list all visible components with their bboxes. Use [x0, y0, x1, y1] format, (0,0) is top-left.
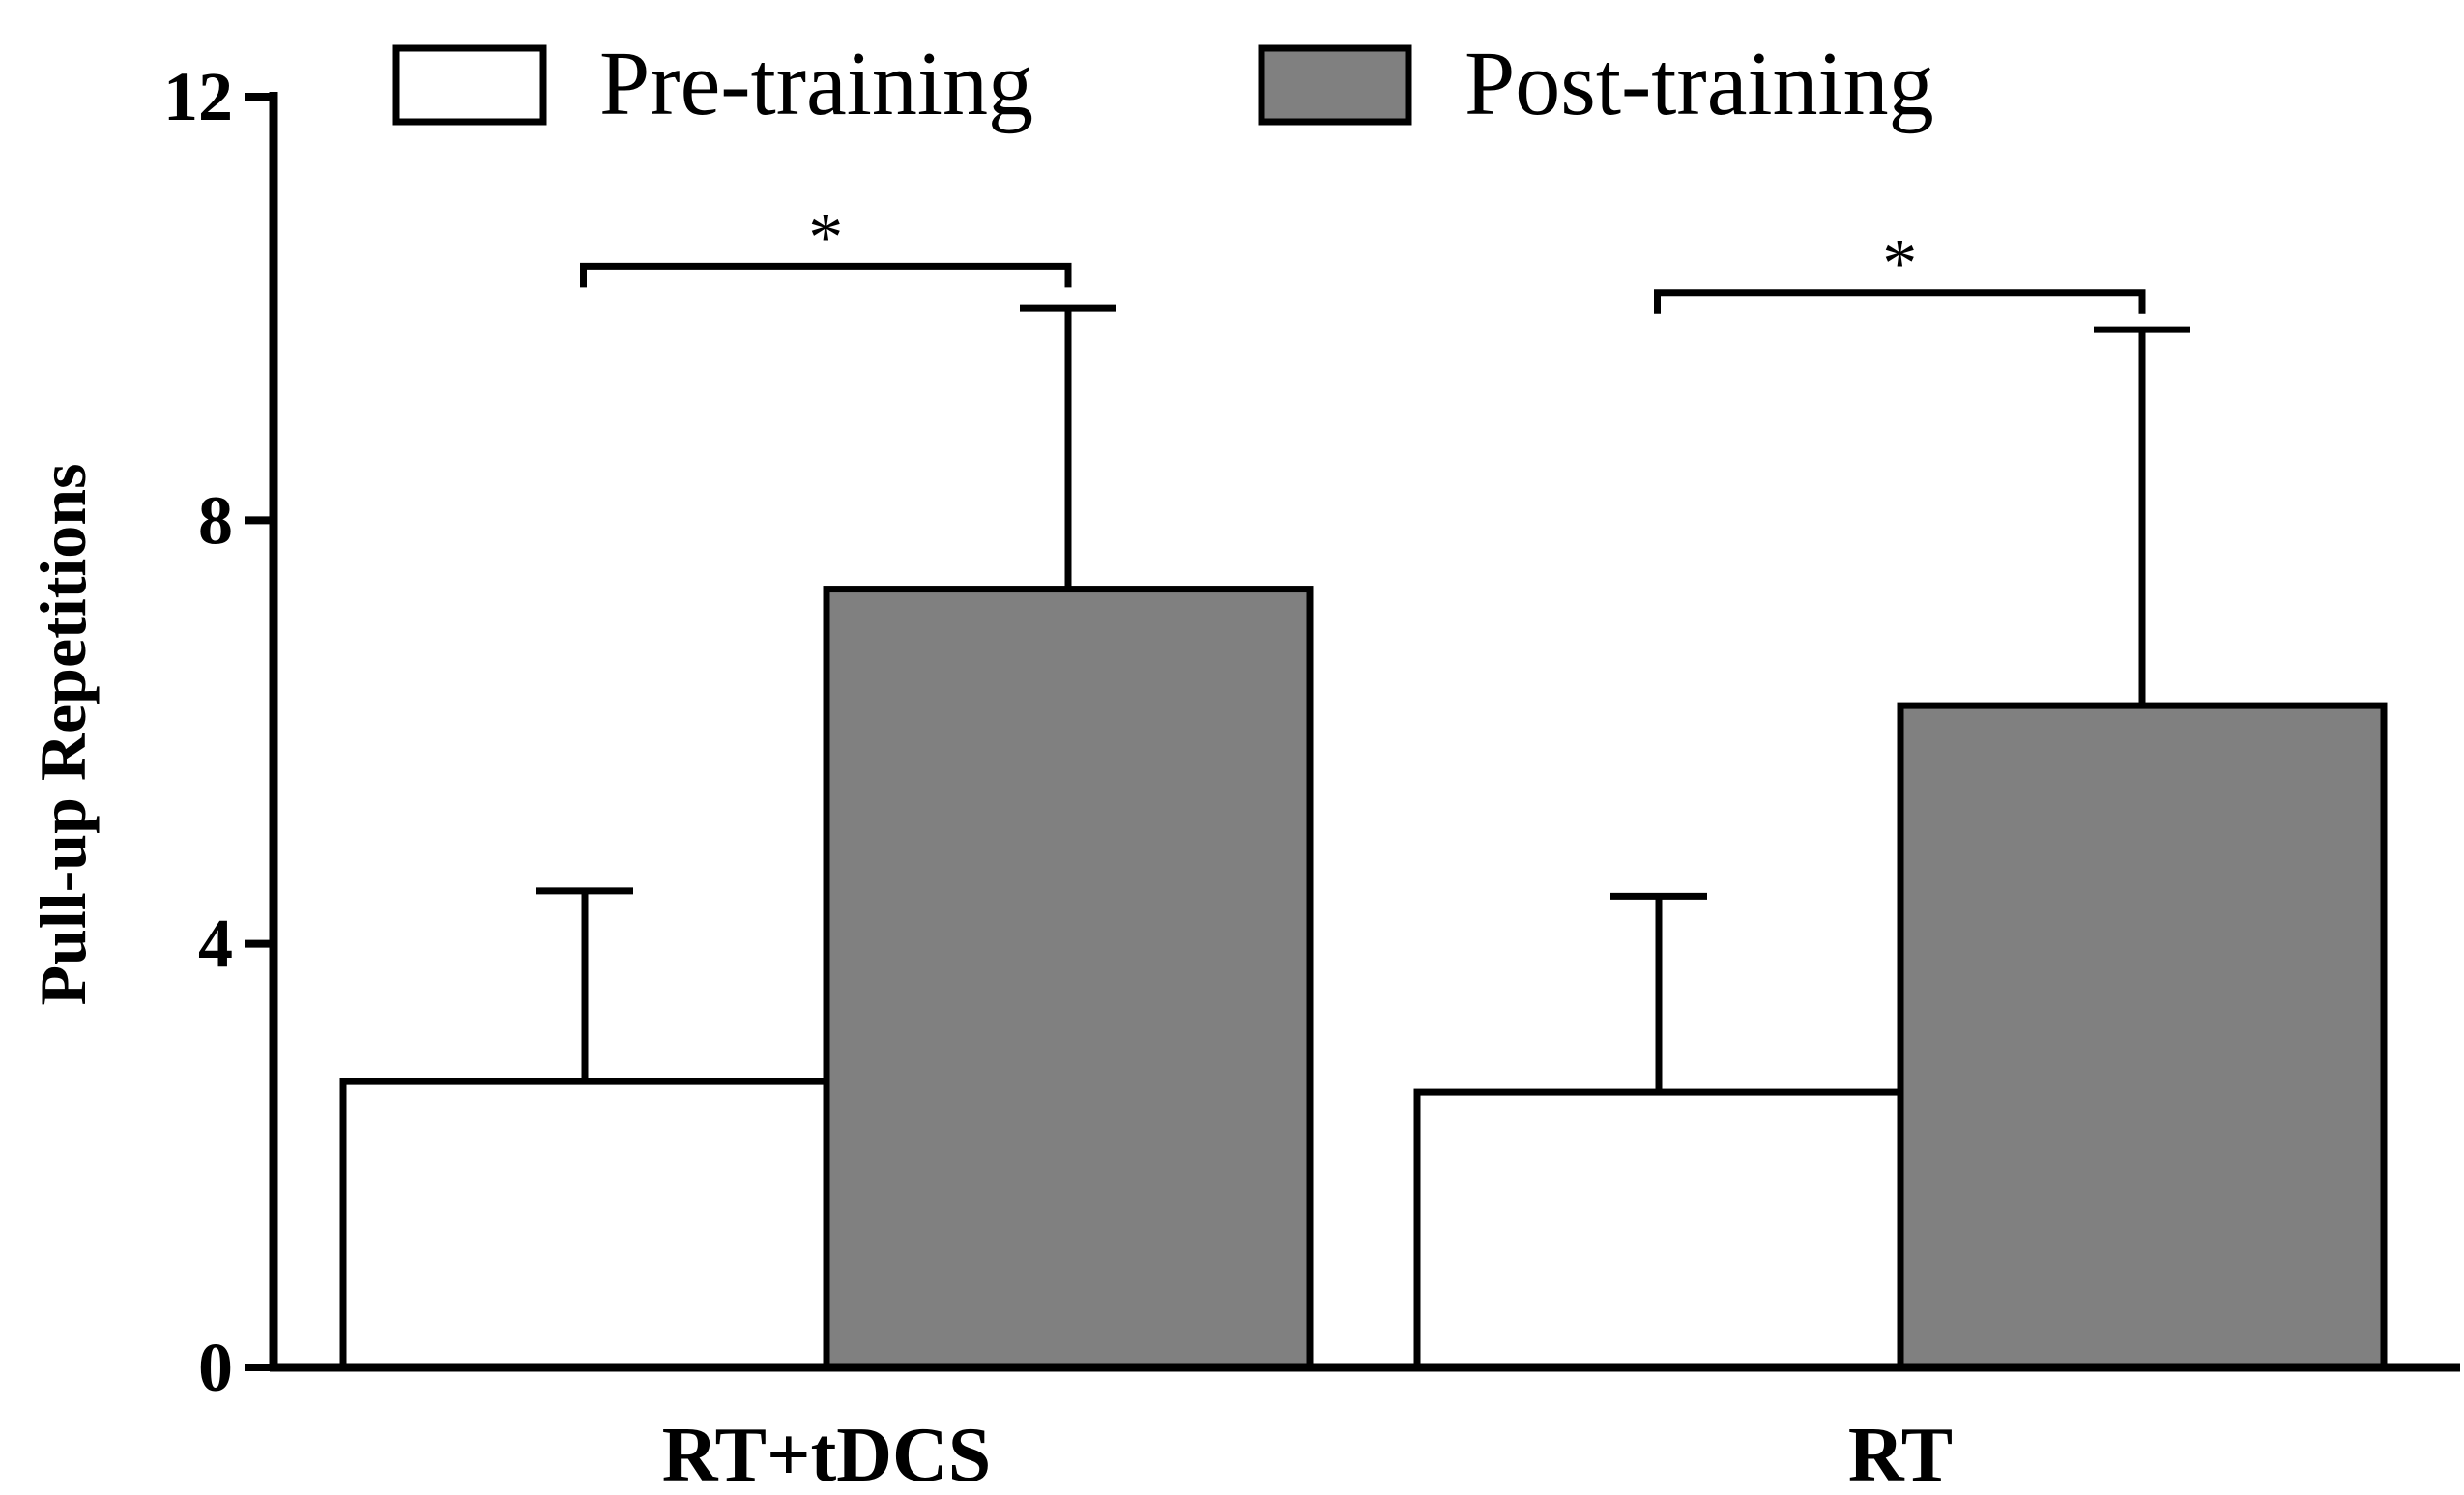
y-tick-label: 8 [198, 481, 233, 559]
legend-label-pre-training: Pre-training [599, 34, 1033, 134]
bars-layer [339, 586, 2388, 1371]
bar-post-training-rt+tdcs [823, 586, 1314, 1371]
y-ticks-layer: 0 4 8 12 [163, 58, 274, 1406]
significance-asterisk: * [808, 198, 843, 275]
significance-bracket [1654, 289, 2146, 314]
legend-label-post-training: Post-training [1464, 34, 1934, 134]
x-tick-label: RT+tDCS [662, 1413, 992, 1495]
legend-swatch-pre-training [392, 44, 547, 126]
y-axis-label: Pull-up Repetitions [26, 463, 100, 1005]
significance-bracket [580, 262, 1072, 288]
legend: Pre-training Post-training [392, 34, 1934, 134]
bar-post-training-rt [1897, 702, 2388, 1371]
bar-pre-training-rt [1413, 1088, 1904, 1371]
legend-swatch-post-training [1258, 44, 1412, 126]
bar-pre-training-rt+tdcs [339, 1078, 830, 1371]
y-tick-label: 0 [198, 1329, 233, 1406]
x-tick-labels-layer: RT+tDCS RT [662, 1413, 1953, 1495]
y-tick-label: 4 [198, 906, 233, 983]
significance-layer: * * [580, 198, 2146, 314]
significance-asterisk: * [1882, 225, 1917, 302]
x-tick-label: RT [1848, 1413, 1953, 1495]
y-tick-label: 12 [163, 58, 233, 135]
error-bars-layer [536, 304, 2190, 1093]
